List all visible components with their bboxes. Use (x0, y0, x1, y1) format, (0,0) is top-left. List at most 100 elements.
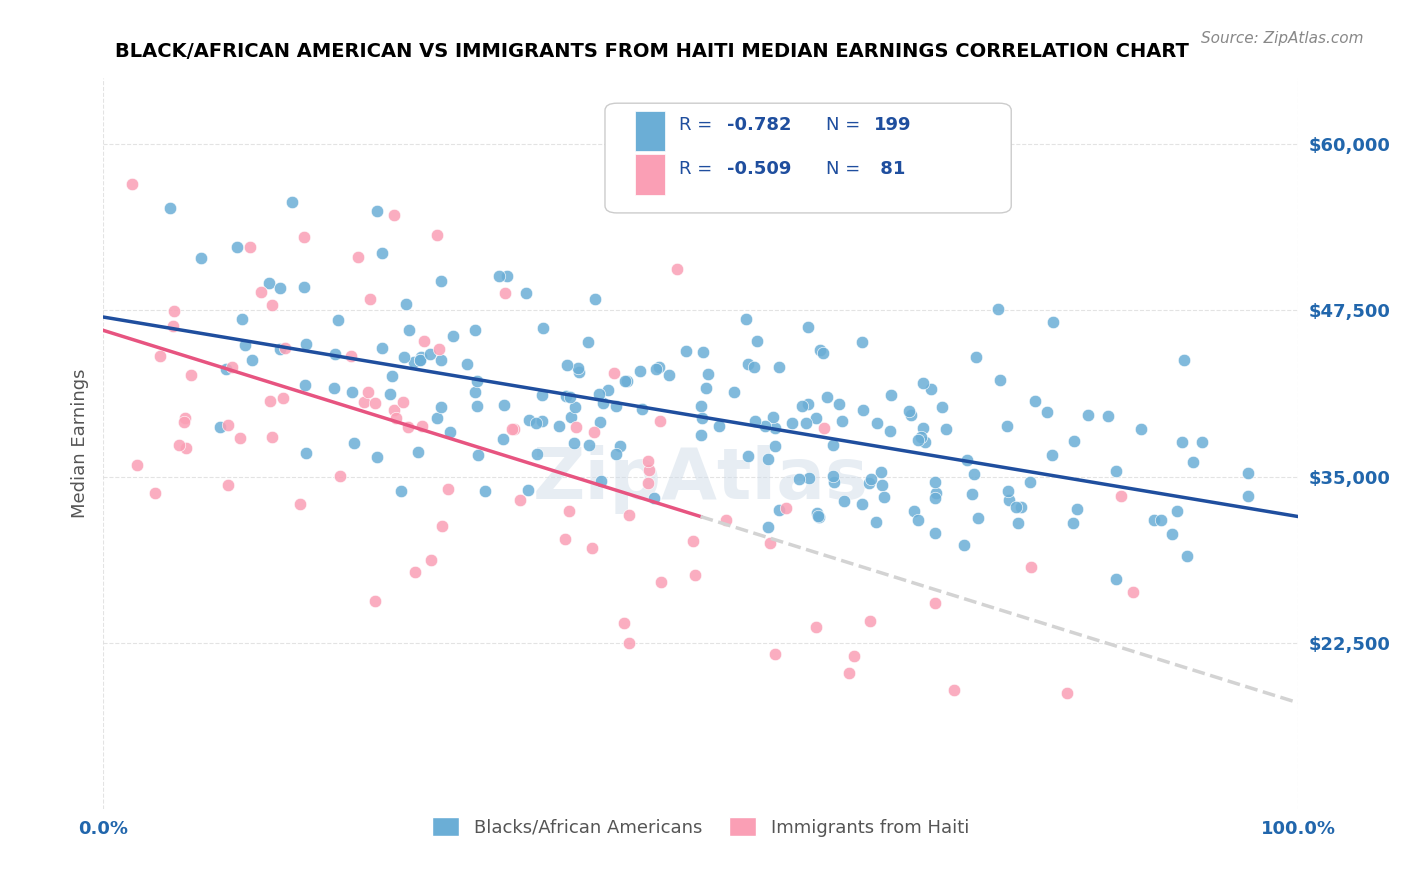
Blacks/African Americans (402, 355, 425, 369)
Blacks/African Americans (953, 538, 976, 552)
Blacks/African Americans (560, 409, 582, 424)
Blacks/African Americans (997, 484, 1019, 499)
Immigrants from Haiti (260, 430, 283, 444)
Blacks/African Americans (956, 452, 979, 467)
Immigrants from Haiti (619, 508, 641, 523)
Blacks/African Americans (924, 525, 946, 540)
Blacks/African Americans (558, 390, 581, 404)
Immigrants from Haiti (565, 420, 588, 434)
Blacks/African Americans (380, 386, 402, 401)
Blacks/African Americans (630, 402, 652, 417)
Blacks/African Americans (322, 381, 344, 395)
Immigrants from Haiti (391, 395, 413, 409)
Blacks/African Americans (209, 420, 232, 434)
Blacks/African Americans (430, 400, 453, 414)
Blacks/African Americans (931, 400, 953, 414)
Blacks/African Americans (912, 376, 935, 390)
Immigrants from Haiti (339, 349, 361, 363)
Blacks/African Americans (821, 437, 844, 451)
Immigrants from Haiti (121, 177, 143, 191)
Text: 199: 199 (875, 116, 911, 134)
Blacks/African Americans (832, 493, 855, 508)
Blacks/African Americans (294, 378, 316, 392)
Immigrants from Haiti (714, 513, 737, 527)
Blacks/African Americans (1036, 404, 1059, 418)
Blacks/African Americans (1236, 489, 1258, 503)
Immigrants from Haiti (943, 683, 966, 698)
Immigrants from Haiti (763, 647, 786, 661)
Blacks/African Americans (259, 276, 281, 290)
Blacks/African Americans (406, 445, 429, 459)
Blacks/African Americans (763, 421, 786, 435)
Blacks/African Americans (1062, 516, 1084, 530)
Blacks/African Americans (831, 414, 853, 428)
Blacks/African Americans (1040, 449, 1063, 463)
Blacks/African Americans (821, 468, 844, 483)
Blacks/African Americans (1063, 434, 1085, 449)
Blacks/African Americans (1066, 502, 1088, 516)
Immigrants from Haiti (1122, 585, 1144, 599)
Immigrants from Haiti (509, 493, 531, 508)
Blacks/African Americans (643, 491, 665, 505)
Blacks/African Americans (295, 446, 318, 460)
Blacks/African Americans (828, 397, 851, 411)
Blacks/African Americans (879, 425, 901, 439)
Immigrants from Haiti (813, 421, 835, 435)
Blacks/African Americans (555, 389, 578, 403)
Blacks/African Americans (806, 410, 828, 425)
Text: -0.782: -0.782 (727, 116, 792, 134)
Blacks/African Americans (596, 383, 619, 397)
Blacks/African Americans (1237, 467, 1260, 481)
Immigrants from Haiti (217, 478, 239, 492)
Blacks/African Americans (409, 352, 432, 367)
Blacks/African Americans (858, 475, 880, 490)
Immigrants from Haiti (292, 230, 315, 244)
Text: -0.509: -0.509 (727, 160, 792, 178)
Immigrants from Haiti (363, 593, 385, 607)
Blacks/African Americans (281, 194, 304, 209)
Blacks/African Americans (851, 497, 873, 511)
Blacks/African Americans (515, 285, 537, 300)
Blacks/African Americans (190, 252, 212, 266)
FancyBboxPatch shape (605, 103, 1011, 213)
Blacks/African Americans (780, 416, 803, 430)
Blacks/African Americans (1005, 500, 1028, 514)
Blacks/African Americans (792, 399, 814, 413)
Blacks/African Americans (519, 413, 541, 427)
Blacks/African Americans (920, 382, 942, 396)
Y-axis label: Median Earnings: Median Earnings (72, 368, 89, 518)
Blacks/African Americans (823, 475, 845, 490)
Blacks/African Americans (588, 387, 610, 401)
Blacks/African Americans (1077, 408, 1099, 422)
Blacks/African Americans (1018, 475, 1040, 490)
Blacks/African Americans (737, 449, 759, 463)
Blacks/African Americans (381, 369, 404, 384)
Immigrants from Haiti (637, 454, 659, 468)
Blacks/African Americans (648, 360, 671, 375)
Blacks/African Americans (343, 436, 366, 450)
Blacks/African Americans (326, 313, 349, 327)
Immigrants from Haiti (613, 616, 636, 631)
Blacks/African Americans (910, 430, 932, 444)
Immigrants from Haiti (239, 239, 262, 253)
Immigrants from Haiti (494, 285, 516, 300)
Immigrants from Haiti (554, 532, 576, 546)
Immigrants from Haiti (125, 458, 148, 472)
FancyBboxPatch shape (636, 154, 665, 194)
Blacks/African Americans (159, 201, 181, 215)
Immigrants from Haiti (229, 431, 252, 445)
Blacks/African Americans (1191, 435, 1213, 450)
Blacks/African Americans (744, 414, 766, 428)
Blacks/African Americans (516, 483, 538, 498)
Blacks/African Americans (744, 359, 766, 374)
Immigrants from Haiti (775, 501, 797, 516)
Blacks/African Americans (605, 447, 627, 461)
Blacks/African Americans (900, 408, 922, 422)
Immigrants from Haiti (426, 227, 449, 242)
Blacks/African Americans (409, 351, 432, 365)
Immigrants from Haiti (1019, 559, 1042, 574)
Blacks/African Americans (456, 357, 478, 371)
Immigrants from Haiti (842, 648, 865, 663)
Blacks/African Americans (464, 323, 486, 337)
Immigrants from Haiti (1109, 489, 1132, 503)
